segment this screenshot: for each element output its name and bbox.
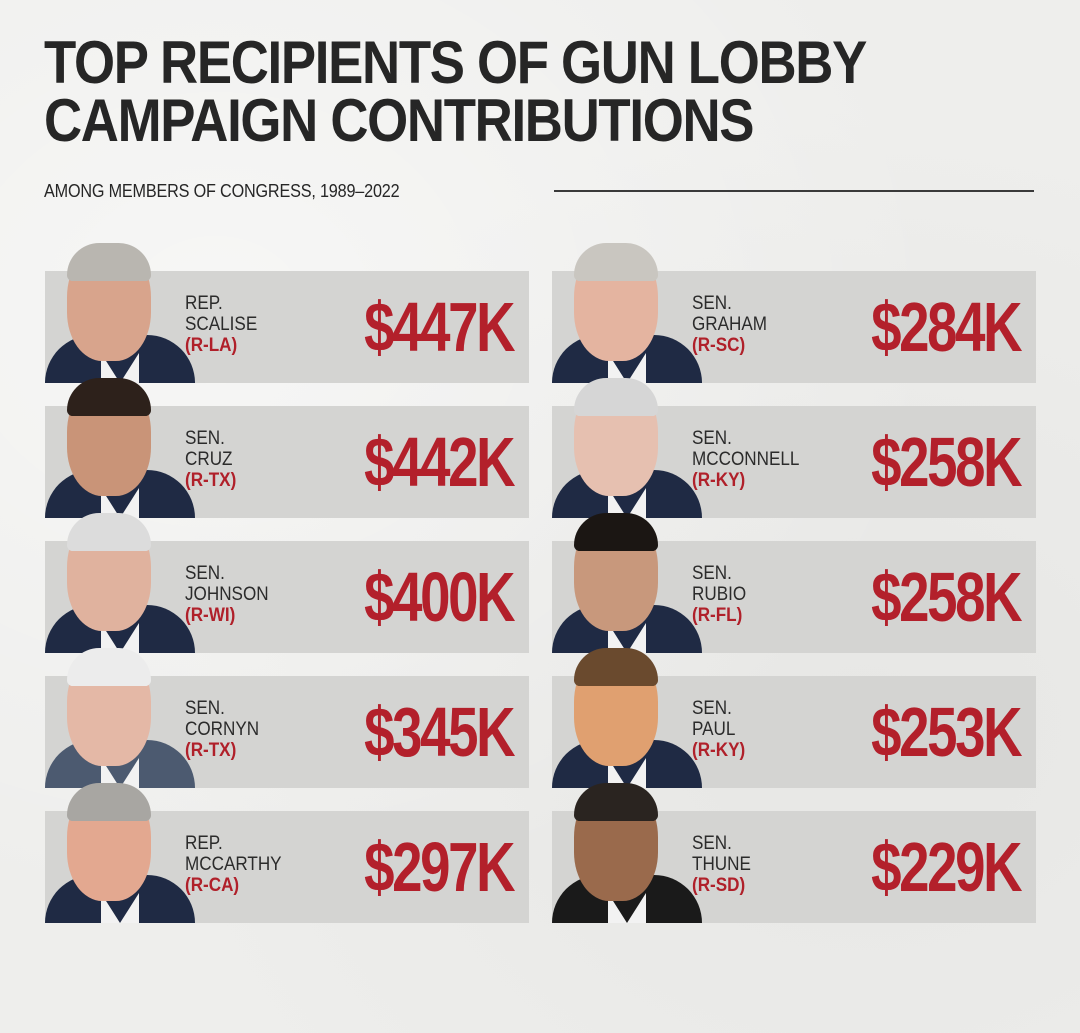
recipient-title: SEN. bbox=[185, 563, 225, 584]
portrait-photo bbox=[45, 513, 195, 653]
portrait-photo bbox=[552, 243, 702, 383]
recipient-name: MCCARTHY bbox=[185, 854, 282, 875]
recipient-name: CORNYN bbox=[185, 719, 260, 740]
recipient-card-johnson: SEN. JOHNSON (R-WI) $400K bbox=[45, 513, 529, 653]
recipient-amount: $297K bbox=[363, 828, 516, 906]
recipient-card-rubio: SEN. RUBIO (R-FL) $258K bbox=[552, 513, 1036, 653]
recipient-label: REP. MCCARTHY (R-CA) bbox=[185, 833, 282, 896]
recipient-amount: $258K bbox=[870, 423, 1023, 501]
recipient-amount: $229K bbox=[870, 828, 1023, 906]
recipient-amount: $447K bbox=[363, 288, 516, 366]
portrait-photo bbox=[552, 378, 702, 518]
recipient-card-scalise: REP. SCALISE (R-LA) $447K bbox=[45, 243, 529, 383]
recipient-label: SEN. MCCONNELL (R-KY) bbox=[692, 428, 799, 491]
recipient-party: (R-TX) bbox=[185, 740, 237, 761]
recipient-card-thune: SEN. THUNE (R-SD) $229K bbox=[552, 783, 1036, 923]
recipient-name: THUNE bbox=[692, 854, 751, 875]
recipient-card-mccarthy: REP. MCCARTHY (R-CA) $297K bbox=[45, 783, 529, 923]
recipient-label: SEN. CORNYN (R-TX) bbox=[185, 698, 259, 761]
recipient-party: (R-SC) bbox=[692, 335, 746, 356]
recipient-party: (R-TX) bbox=[185, 470, 237, 491]
recipient-party: (R-KY) bbox=[692, 740, 746, 761]
recipient-label: SEN. JOHNSON (R-WI) bbox=[185, 563, 269, 626]
recipient-party: (R-CA) bbox=[185, 875, 240, 896]
portrait-photo bbox=[45, 783, 195, 923]
recipient-label: SEN. GRAHAM (R-SC) bbox=[692, 293, 767, 356]
recipient-title: REP. bbox=[185, 293, 223, 314]
recipient-amount: $442K bbox=[363, 423, 516, 501]
recipient-title: SEN. bbox=[185, 698, 225, 719]
portrait-photo bbox=[45, 648, 195, 788]
recipient-amount: $258K bbox=[870, 558, 1023, 636]
page-title: TOP RECIPIENTS OF GUN LOBBY CAMPAIGN CON… bbox=[44, 33, 867, 151]
recipient-title: SEN. bbox=[692, 293, 732, 314]
recipient-party: (R-FL) bbox=[692, 605, 743, 626]
title-line-1: TOP RECIPIENTS OF GUN LOBBY bbox=[44, 29, 867, 96]
recipient-label: SEN. THUNE (R-SD) bbox=[692, 833, 751, 896]
recipient-card-paul: SEN. PAUL (R-KY) $253K bbox=[552, 648, 1036, 788]
portrait-photo bbox=[552, 783, 702, 923]
portrait-photo bbox=[45, 243, 195, 383]
recipient-name: PAUL bbox=[692, 719, 736, 740]
recipient-label: SEN. RUBIO (R-FL) bbox=[692, 563, 746, 626]
recipient-name: JOHNSON bbox=[185, 584, 269, 605]
recipient-name: CRUZ bbox=[185, 449, 233, 470]
subtitle: AMONG MEMBERS OF CONGRESS, 1989–2022 bbox=[44, 180, 400, 201]
portrait-photo bbox=[552, 513, 702, 653]
recipient-card-cruz: SEN. CRUZ (R-TX) $442K bbox=[45, 378, 529, 518]
recipient-party: (R-LA) bbox=[185, 335, 238, 356]
divider-rule bbox=[554, 190, 1034, 192]
recipient-party: (R-WI) bbox=[185, 605, 236, 626]
portrait-photo bbox=[45, 378, 195, 518]
recipient-name: GRAHAM bbox=[692, 314, 768, 335]
recipient-amount: $400K bbox=[363, 558, 516, 636]
recipient-name: MCCONNELL bbox=[692, 449, 800, 470]
recipient-name: SCALISE bbox=[185, 314, 258, 335]
recipient-label: SEN. CRUZ (R-TX) bbox=[185, 428, 236, 491]
recipient-amount: $345K bbox=[363, 693, 516, 771]
recipient-title: REP. bbox=[185, 833, 223, 854]
recipient-name: RUBIO bbox=[692, 584, 747, 605]
recipient-card-graham: SEN. GRAHAM (R-SC) $284K bbox=[552, 243, 1036, 383]
recipient-party: (R-KY) bbox=[692, 470, 746, 491]
recipient-card-cornyn: SEN. CORNYN (R-TX) $345K bbox=[45, 648, 529, 788]
recipient-title: SEN. bbox=[692, 563, 732, 584]
recipient-amount: $284K bbox=[870, 288, 1023, 366]
recipient-amount: $253K bbox=[870, 693, 1023, 771]
recipient-label: SEN. PAUL (R-KY) bbox=[692, 698, 745, 761]
recipient-title: SEN. bbox=[692, 428, 732, 449]
recipient-title: SEN. bbox=[692, 698, 732, 719]
portrait-photo bbox=[552, 648, 702, 788]
recipient-title: SEN. bbox=[185, 428, 225, 449]
subtitle-row: AMONG MEMBERS OF CONGRESS, 1989–2022 bbox=[44, 178, 1034, 204]
title-line-2: CAMPAIGN CONTRIBUTIONS bbox=[44, 87, 754, 154]
recipient-title: SEN. bbox=[692, 833, 732, 854]
recipient-label: REP. SCALISE (R-LA) bbox=[185, 293, 257, 356]
recipient-card-mcconnell: SEN. MCCONNELL (R-KY) $258K bbox=[552, 378, 1036, 518]
recipient-party: (R-SD) bbox=[692, 875, 746, 896]
